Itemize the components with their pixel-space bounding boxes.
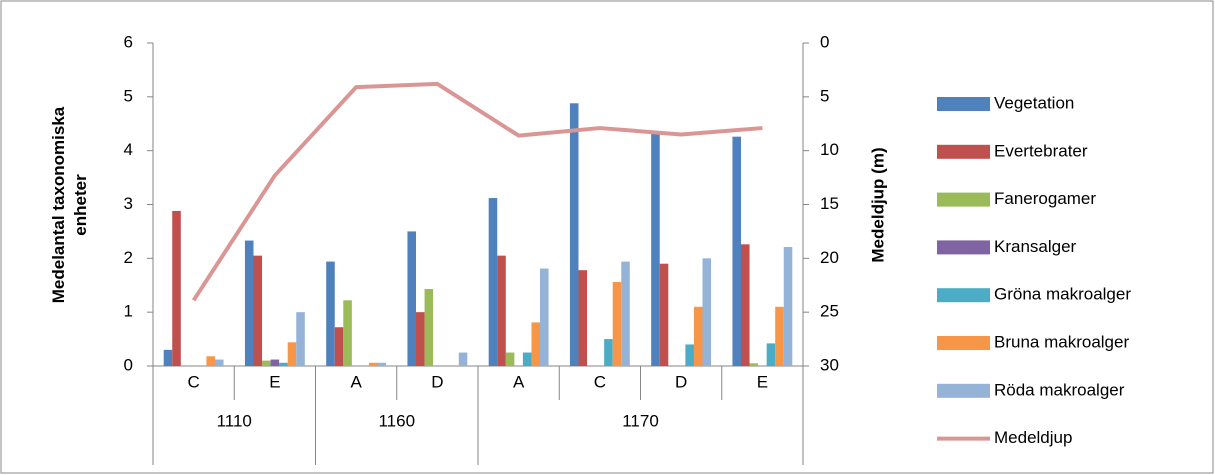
legend-swatch (937, 383, 990, 398)
bar (497, 255, 506, 366)
legend-label: Röda makroalger (994, 380, 1125, 399)
legend-swatch (937, 192, 990, 207)
y-axis-title: Medelantal taxonomiska enheter (49, 106, 90, 303)
bar (206, 356, 216, 366)
legend-swatch (937, 336, 990, 350)
y2-axis-title: Medeldjup (m) (868, 147, 887, 262)
legend-swatch (937, 240, 990, 255)
legend-label: Medeldjup (994, 428, 1072, 447)
bar (279, 362, 288, 366)
bar (522, 352, 532, 366)
legend-label: Vegetation (994, 93, 1074, 112)
y-tick-label: 1 (124, 302, 133, 321)
bar (766, 343, 776, 366)
bar (407, 231, 416, 366)
x-tick-label: D (675, 372, 687, 391)
y2-tick-label: 0 (820, 32, 829, 51)
bar (424, 289, 434, 366)
bar (612, 282, 622, 366)
bar (531, 322, 541, 366)
line (191, 81, 763, 302)
y2-tick-label: 5 (820, 86, 829, 105)
bar (215, 359, 224, 366)
bar (488, 198, 498, 366)
y2-tick-label: 10 (820, 140, 839, 159)
x-tick-label: E (757, 372, 768, 391)
y-tick-label: 6 (124, 32, 133, 51)
y-tick-label: 5 (124, 86, 133, 105)
bar (296, 312, 305, 366)
bar (253, 255, 263, 366)
bar (270, 359, 280, 366)
bar (685, 344, 694, 366)
x-group-label: 1170 (622, 411, 659, 430)
bar (651, 133, 660, 366)
bar (505, 352, 515, 366)
y-tick-label: 3 (124, 194, 133, 213)
bar (740, 244, 750, 366)
legend-label: Bruna makroalger (994, 332, 1129, 351)
bar (693, 306, 703, 366)
bar (578, 270, 588, 366)
x-tick-label: C (187, 372, 199, 391)
x-tick-label: E (269, 372, 280, 391)
bar (732, 136, 741, 366)
bar (244, 240, 254, 366)
y2-tick-label: 30 (820, 355, 839, 374)
x-tick-label: D (431, 372, 443, 391)
bar (702, 258, 712, 366)
y2-tick-label: 25 (820, 302, 839, 321)
bar (775, 306, 784, 366)
x-group-label: 1160 (378, 411, 415, 430)
legend-swatch (937, 288, 990, 303)
y-tick-label: 0 (124, 355, 133, 374)
bar (604, 339, 613, 366)
y-tick-label: 4 (124, 140, 133, 159)
bar (262, 360, 271, 366)
bar (415, 312, 425, 366)
y-axis-title-line: enheter (71, 174, 90, 236)
x-tick-label: A (350, 372, 362, 391)
legend-label: Fanerogamer (994, 189, 1096, 208)
bar (659, 263, 669, 366)
bar (287, 342, 297, 366)
y-axis-title-line: Medelantal taxonomiska (49, 106, 68, 303)
y2-tick-label: 15 (820, 194, 839, 213)
legend-swatch (937, 97, 990, 111)
bar (326, 261, 335, 366)
x-group-label: 1110 (217, 411, 252, 430)
bar (334, 327, 344, 366)
bar (377, 362, 387, 366)
bar (540, 268, 549, 366)
bar (368, 362, 378, 366)
legend-label: Evertebrater (994, 141, 1088, 160)
bar (172, 210, 181, 366)
legend-swatch (937, 144, 990, 159)
legend-label: Gröna makroalger (994, 285, 1131, 304)
bar (343, 300, 352, 366)
bar (569, 103, 579, 366)
bar (163, 349, 173, 366)
x-tick-label: A (513, 372, 525, 391)
x-tick-label: C (594, 372, 606, 391)
bar (749, 363, 759, 366)
y-tick-label: 2 (124, 248, 133, 267)
bar (458, 352, 468, 366)
y2-tick-label: 20 (820, 248, 839, 267)
bar (621, 261, 630, 366)
legend-label: Kransalger (994, 237, 1077, 256)
bar (783, 247, 793, 366)
